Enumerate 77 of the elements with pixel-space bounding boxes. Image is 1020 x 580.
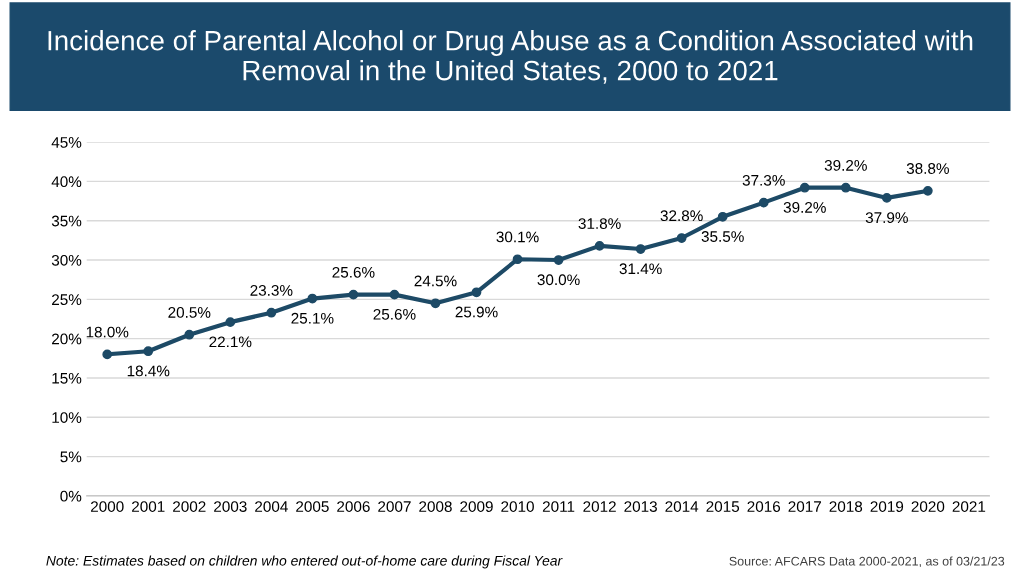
x-tick-label: 2005 xyxy=(296,501,329,512)
x-tick-label: 2017 xyxy=(788,501,821,512)
point xyxy=(758,197,769,208)
x-tick-label: 2016 xyxy=(747,501,781,512)
x-tick-label: 2013 xyxy=(624,501,657,512)
x-tick-label: 2007 xyxy=(378,501,411,512)
y-tick-label: 30% xyxy=(51,254,82,266)
data-label: 31.8% xyxy=(578,218,621,229)
point xyxy=(635,244,646,254)
data-label: 39.2% xyxy=(783,201,826,213)
data-label: 37.3% xyxy=(742,174,785,186)
chart-title: Incidence of Parental Alcohol or Drug Abuse as a Condition Associated with Removal in the United States, 2000 to 2021 xyxy=(48,30,973,84)
data-label: 25.9% xyxy=(455,306,498,318)
point xyxy=(512,254,523,265)
point xyxy=(922,185,933,196)
x-tick-label: 2010 xyxy=(501,501,534,512)
point xyxy=(143,346,154,357)
text: Note: Estimates based on children who entered out-of-home care during Fiscal Year xyxy=(46,555,563,569)
y-tick-label: 10% xyxy=(52,412,82,423)
data-label: 37.9% xyxy=(865,212,908,224)
point xyxy=(266,307,277,318)
point xyxy=(881,193,892,203)
point xyxy=(184,329,195,340)
point xyxy=(389,289,400,300)
data-label: 38.8% xyxy=(906,163,949,174)
x-tick-label: 2018 xyxy=(829,501,863,512)
y-tick-label: 5% xyxy=(60,451,82,463)
x-tick-label: 2015 xyxy=(706,501,740,512)
point xyxy=(307,293,318,304)
point xyxy=(676,233,687,243)
data-label: 25.6% xyxy=(332,266,375,278)
data-label: 18.0% xyxy=(86,326,129,338)
data-label: 22.1% xyxy=(209,336,252,348)
point xyxy=(430,298,441,309)
point xyxy=(225,317,236,328)
data-label: 25.6% xyxy=(373,308,416,320)
data-label: 35.5% xyxy=(701,231,744,242)
data-label: 31.4% xyxy=(619,263,662,275)
x-tick-label: 2021 xyxy=(952,501,986,512)
data-label: 23.3% xyxy=(250,284,293,296)
data-label: 32.8% xyxy=(660,210,703,222)
point xyxy=(102,349,113,360)
y-tick-label: 45% xyxy=(51,137,82,148)
x-tick-label: 2006 xyxy=(337,501,370,512)
data-label: 18.4% xyxy=(127,365,170,377)
y-tick-label: 35% xyxy=(51,215,82,227)
data-label: 30.1% xyxy=(496,231,539,243)
x-tick-label: 2019 xyxy=(870,501,904,512)
y-tick-label: 20% xyxy=(52,333,82,345)
x-tick-label: 2012 xyxy=(583,501,616,512)
x-tick-label: 2020 xyxy=(911,501,945,512)
source-note: Source: AFCARS Data 2000-2021, as of 03/21/23 xyxy=(729,556,1005,568)
x-tick-label: 2009 xyxy=(460,501,493,512)
x-tick-label: 2000 xyxy=(90,501,124,512)
data-label: 39.2% xyxy=(824,159,867,171)
x-tick-label: 2001 xyxy=(132,501,165,512)
point xyxy=(348,289,359,300)
point xyxy=(553,255,564,265)
point xyxy=(717,211,728,222)
point xyxy=(840,182,851,193)
x-tick-label: 2014 xyxy=(665,501,699,512)
x-tick-label: 2004 xyxy=(255,501,288,512)
x-tick-label: 2011 xyxy=(542,501,575,512)
y-tick-label: 0% xyxy=(60,490,82,502)
point xyxy=(594,241,605,251)
x-tick-label: 2002 xyxy=(173,501,206,512)
point xyxy=(471,287,482,298)
data-label: 20.5% xyxy=(168,307,211,318)
y-tick-label: 40% xyxy=(51,176,82,188)
y-tick-label: 25% xyxy=(52,294,82,306)
x-tick-label: 2008 xyxy=(419,501,452,512)
x-tick-label: 2003 xyxy=(214,501,247,512)
data-label: 25.1% xyxy=(291,312,334,324)
point xyxy=(799,182,810,193)
data-label: 30.0% xyxy=(537,274,580,286)
data-label: 24.5% xyxy=(414,275,457,287)
y-tick-label: 15% xyxy=(52,372,82,384)
